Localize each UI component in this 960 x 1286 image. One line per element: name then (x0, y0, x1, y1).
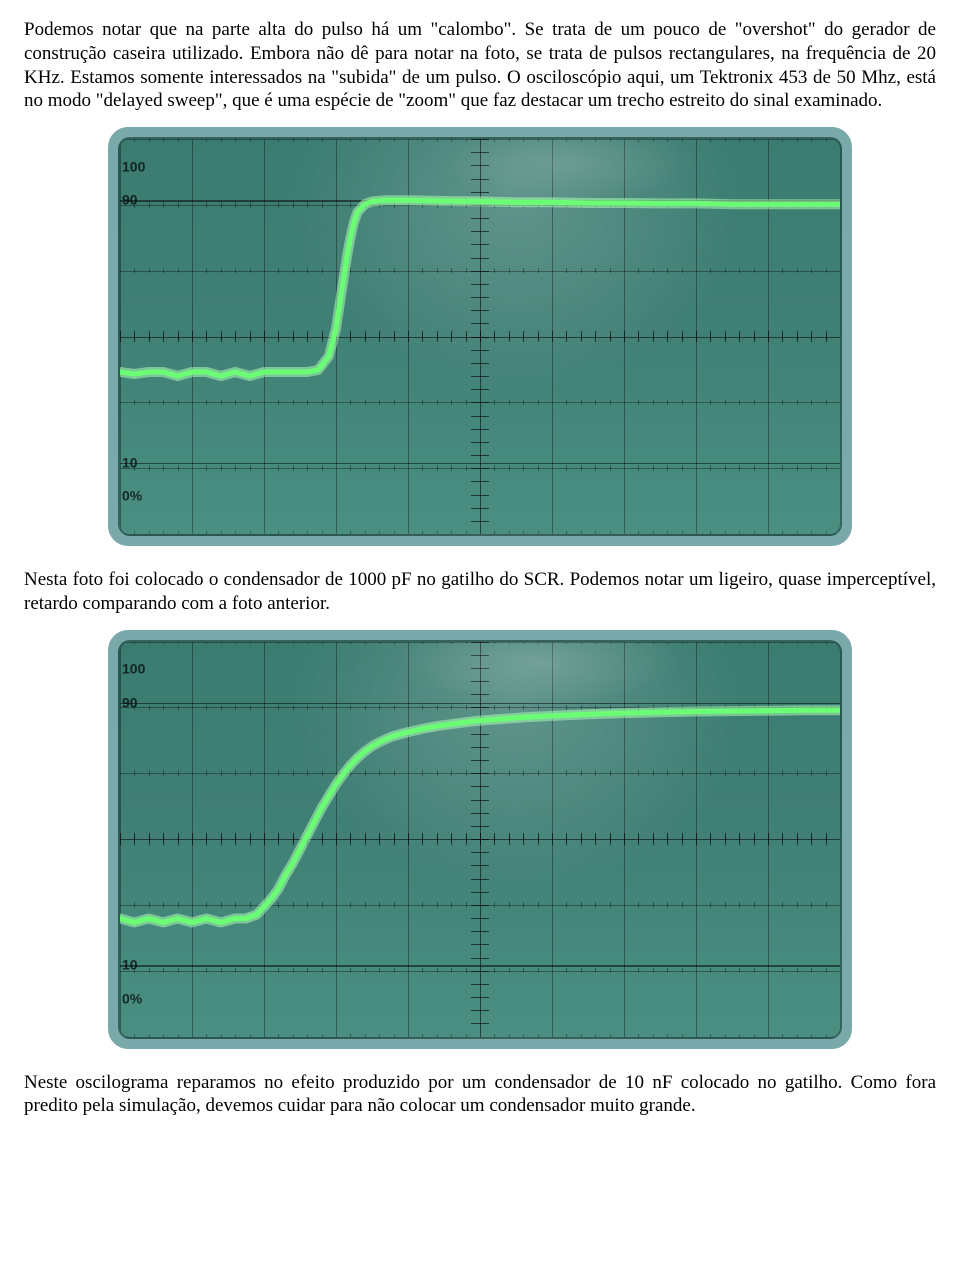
paragraph-3: Neste oscilograma reparamos no efeito pr… (24, 1071, 936, 1119)
scope-trace (120, 642, 840, 1037)
paragraph-2: Nesta foto foi colocado o condensador de… (24, 568, 936, 616)
paragraph-1: Podemos notar que na parte alta do pulso… (24, 18, 936, 113)
scope-trace (120, 139, 840, 534)
oscilloscope-figure-1: 10090100% (24, 127, 936, 546)
oscilloscope-figure-2: 10090100% (24, 630, 936, 1049)
